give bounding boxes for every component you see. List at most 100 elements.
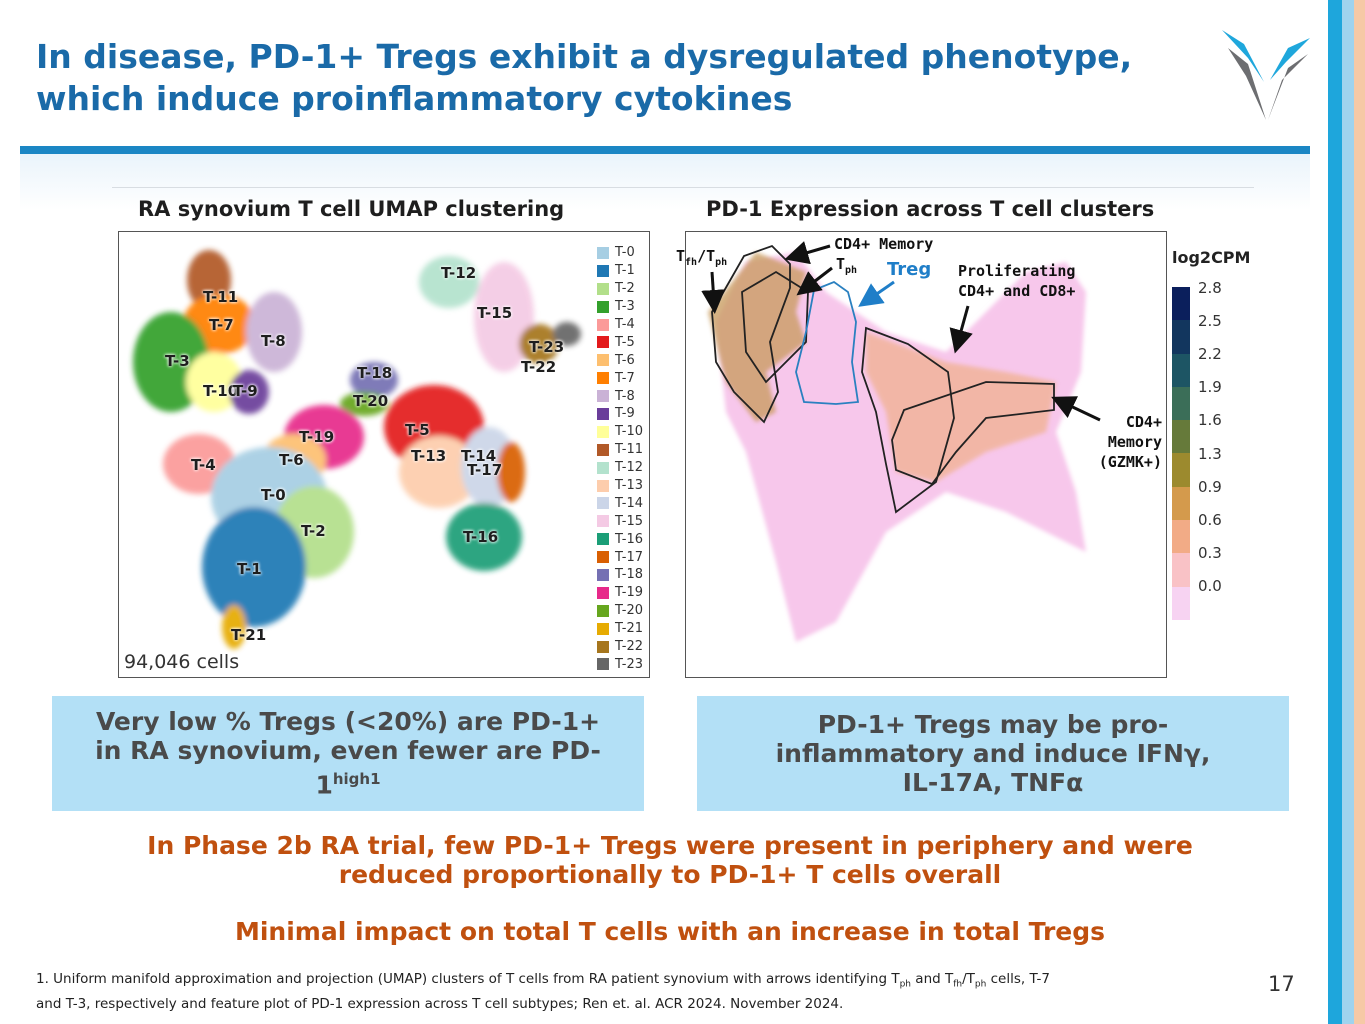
colorbar-segment — [1172, 453, 1190, 487]
callout-right: PD-1+ Tregs may be pro- inflammatory and… — [697, 696, 1289, 811]
footnote-part-2: and T — [911, 971, 954, 987]
footnote: 1. Uniform manifold approximation and pr… — [36, 970, 1216, 1014]
colorbar-tick-label: 1.3 — [1198, 444, 1222, 463]
colorbar-tick-label: 0.6 — [1198, 510, 1222, 529]
conclusion-line-1: In Phase 2b RA trial, few PD-1+ Tregs we… — [147, 831, 1193, 860]
legend-label: T-13 — [615, 478, 643, 494]
cluster-label-t7: T-7 — [209, 316, 234, 334]
annotation-tph: Tph — [834, 254, 933, 281]
callout-left-line-2: in RA synovium, even fewer are PD- — [95, 736, 601, 766]
legend-label: T-22 — [615, 639, 643, 655]
annotation-tfh-sub: fh — [685, 257, 698, 268]
arrow-tfh-tph — [701, 271, 726, 314]
legend-item-t-1: T-1 — [597, 262, 657, 280]
annotation-gzmk-line-3: (GZMK+) — [1098, 453, 1162, 471]
colorbar — [1172, 287, 1190, 620]
pd1-plot — [685, 231, 1167, 678]
footnote-line-2: and T-3, respectively and feature plot o… — [36, 995, 844, 1012]
legend-item-t-5: T-5 — [597, 333, 657, 351]
legend-item-t-12: T-12 — [597, 459, 657, 477]
legend-swatch — [597, 443, 609, 456]
arrow-tph — [796, 266, 833, 296]
outline-cd4-memory-tph — [741, 270, 809, 384]
legend-item-t-0: T-0 — [597, 244, 657, 262]
cluster-label-t0: T-0 — [261, 486, 286, 504]
legend-item-t-3: T-3 — [597, 298, 657, 316]
legend-swatch — [597, 658, 609, 671]
cluster-label-t12: T-12 — [441, 264, 477, 282]
colorbar-tick-label: 2.2 — [1198, 345, 1222, 364]
pd1-panel-title: PD-1 Expression across T cell clusters — [706, 197, 1155, 221]
legend-label: T-17 — [615, 549, 643, 565]
cluster-label-t3: T-3 — [165, 352, 190, 370]
cluster-label-t6: T-6 — [279, 451, 304, 469]
cluster-label-t5: T-5 — [405, 421, 430, 439]
legend-swatch — [597, 640, 609, 653]
slide-title: In disease, PD-1+ Tregs exhibit a dysreg… — [36, 36, 1196, 120]
cluster-label-t14: T-14 — [461, 447, 497, 465]
colorbar-title: log2CPM — [1172, 248, 1251, 267]
legend-label: T-23 — [615, 656, 643, 672]
legend-label: T-15 — [615, 513, 643, 529]
colorbar-segment — [1172, 420, 1190, 454]
legend-swatch — [597, 282, 609, 295]
outline-tfh-tph — [711, 244, 791, 424]
colorbar-segment — [1172, 353, 1190, 387]
annotation-tph-sub-a: ph — [715, 257, 728, 268]
legend-item-t-16: T-16 — [597, 530, 657, 548]
cluster-blob-t18 — [350, 362, 398, 398]
annotation-gzmk-memory: CD4+ Memory (GZMK+) — [1076, 412, 1162, 472]
legend-label: T-20 — [615, 603, 643, 619]
legend-label: T-18 — [615, 567, 643, 583]
legend-item-t-20: T-20 — [597, 602, 657, 620]
right-edge-stripe — [1328, 0, 1342, 1024]
legend-label: T-8 — [615, 388, 635, 404]
legend-swatch — [597, 354, 609, 367]
colorbar-segment — [1172, 386, 1190, 421]
annotation-tfh-slash: /T — [697, 247, 716, 265]
callout-left-line-3: 1high1 — [95, 765, 601, 799]
cluster-blob-t16 — [446, 503, 522, 571]
header-divider — [20, 146, 1310, 154]
callout-left-line-1: Very low % Tregs (<20%) are PD-1+ — [95, 707, 601, 737]
footnote-sub-2: fh — [953, 979, 963, 990]
legend-swatch — [597, 390, 609, 403]
slide-title-line-2: which induce proinflammatory cytokines — [36, 79, 793, 118]
legend-label: T-6 — [615, 352, 635, 368]
footnote-line-1: 1. Uniform manifold approximation and pr… — [36, 970, 1216, 995]
cluster-blob-t13 — [399, 436, 479, 508]
cluster-label-t17: T-17 — [467, 461, 503, 479]
legend-item-t-6: T-6 — [597, 351, 657, 369]
legend-label: T-0 — [615, 245, 635, 261]
legend-item-t-17: T-17 — [597, 548, 657, 566]
legend-label: T-5 — [615, 334, 635, 350]
legend-item-t-21: T-21 — [597, 620, 657, 638]
cluster-blob-t12 — [419, 256, 479, 308]
legend-swatch — [597, 300, 609, 313]
callout-left-base: 1 — [315, 770, 333, 800]
cluster-blob-t10 — [186, 352, 242, 412]
cluster-label-t4: T-4 — [191, 456, 216, 474]
legend-swatch — [597, 622, 609, 635]
legend-swatch — [597, 246, 609, 259]
legend-swatch — [597, 533, 609, 546]
legend-label: T-2 — [615, 281, 635, 297]
page-number: 17 — [1268, 972, 1295, 996]
conclusion-minimal-impact: Minimal impact on total T cells with an … — [234, 917, 1106, 946]
outline-proliferating — [861, 326, 955, 514]
colorbar-segment — [1172, 520, 1190, 554]
cluster-blob-t9 — [229, 370, 269, 414]
outline-treg — [795, 280, 860, 405]
legend-item-t-13: T-13 — [597, 477, 657, 495]
annotation-tfh-tph: Tfh/Tph — [676, 246, 727, 273]
footnote-sub-3: ph — [974, 979, 987, 990]
arrow-cd4-memory — [784, 241, 831, 265]
cluster-label-t21: T-21 — [231, 626, 267, 644]
cluster-label-t2: T-2 — [301, 522, 326, 540]
annotation-tfh-t: T — [676, 247, 686, 265]
legend-swatch — [597, 407, 609, 420]
legend-swatch — [597, 461, 609, 474]
colorbar-tick-label: 0.9 — [1198, 477, 1222, 496]
colorbar-tick-label: 0.0 — [1198, 576, 1222, 595]
